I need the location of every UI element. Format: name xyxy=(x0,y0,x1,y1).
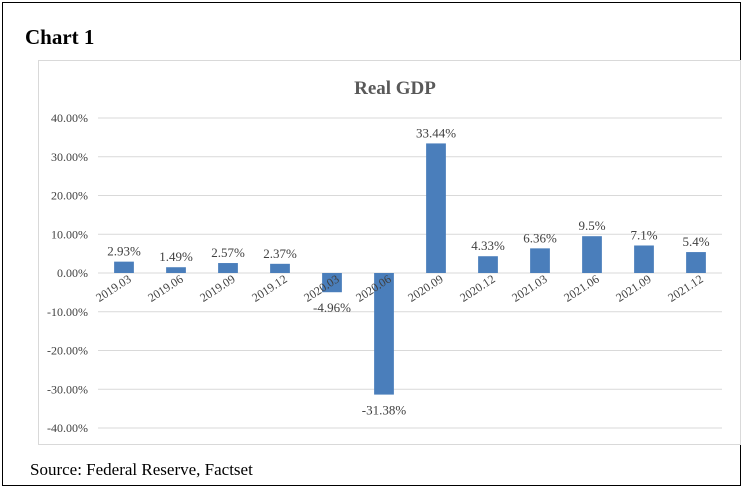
y-tick-label: 20.00% xyxy=(51,189,88,203)
y-tick-label: -20.00% xyxy=(47,344,88,358)
bar xyxy=(582,236,602,273)
data-label: 6.36% xyxy=(523,230,557,245)
data-label: 2.57% xyxy=(211,245,245,260)
bar xyxy=(218,263,238,273)
y-tick-label: 0.00% xyxy=(57,266,88,280)
chart-heading: Chart 1 xyxy=(25,25,95,49)
data-label: -4.96% xyxy=(313,300,351,315)
bar xyxy=(530,248,550,273)
y-tick-label: 40.00% xyxy=(51,111,88,125)
data-labels: 2.93% 1.49% 2.57% 2.37% -4.96% -31.38% 33.44% 4… xyxy=(107,125,710,417)
y-tick-label: -30.00% xyxy=(47,382,88,396)
x-tick-label: 2021.06 xyxy=(561,272,601,305)
data-label: 7.1% xyxy=(630,227,657,242)
bar xyxy=(166,267,186,273)
x-tick-label: 2021.12 xyxy=(665,272,705,305)
y-tick-label: 10.00% xyxy=(51,227,88,241)
x-tick-label: 2021.03 xyxy=(509,272,549,305)
bar xyxy=(686,252,706,273)
source-note: Source: Federal Reserve, Factset xyxy=(30,460,253,479)
data-label: 5.4% xyxy=(682,234,709,249)
bar xyxy=(634,245,654,273)
y-tick-label: -40.00% xyxy=(47,421,88,435)
data-label: 1.49% xyxy=(159,249,193,264)
chart-title: Real GDP xyxy=(354,78,436,99)
x-tick-label: 2019.09 xyxy=(197,272,237,305)
gridlines xyxy=(98,117,722,429)
data-label: 9.5% xyxy=(578,218,605,233)
x-axis: 2019.03 2019.06 2019.09 2019.12 2020.03 2020.… xyxy=(93,272,705,305)
y-axis: 40.00% 30.00% 20.00% 10.00% 0.00% -10.00% -20.… xyxy=(47,111,88,435)
bar xyxy=(374,273,394,395)
chart-frame: Chart 1 Source: Federal Reserve, Factset xyxy=(2,2,741,486)
bar xyxy=(478,256,498,273)
data-label: 2.37% xyxy=(263,246,297,261)
x-tick-label: 2021.09 xyxy=(613,272,653,305)
x-tick-label: 2019.03 xyxy=(93,272,133,305)
data-label: 2.93% xyxy=(107,244,141,259)
data-label: 33.44% xyxy=(416,125,456,140)
x-tick-label: 2019.06 xyxy=(145,272,185,305)
x-tick-label: 2020.12 xyxy=(457,272,497,305)
y-tick-label: 30.00% xyxy=(51,150,88,164)
bar xyxy=(270,263,290,273)
bar xyxy=(114,261,134,273)
bars xyxy=(114,143,706,395)
x-tick-label: 2020.09 xyxy=(405,272,445,305)
data-label: 4.33% xyxy=(471,238,505,253)
y-tick-label: -10.00% xyxy=(47,305,88,319)
bar xyxy=(322,273,342,293)
bar xyxy=(426,143,446,273)
data-label: -31.38% xyxy=(362,403,407,418)
x-tick-label: 2019.12 xyxy=(249,272,289,305)
